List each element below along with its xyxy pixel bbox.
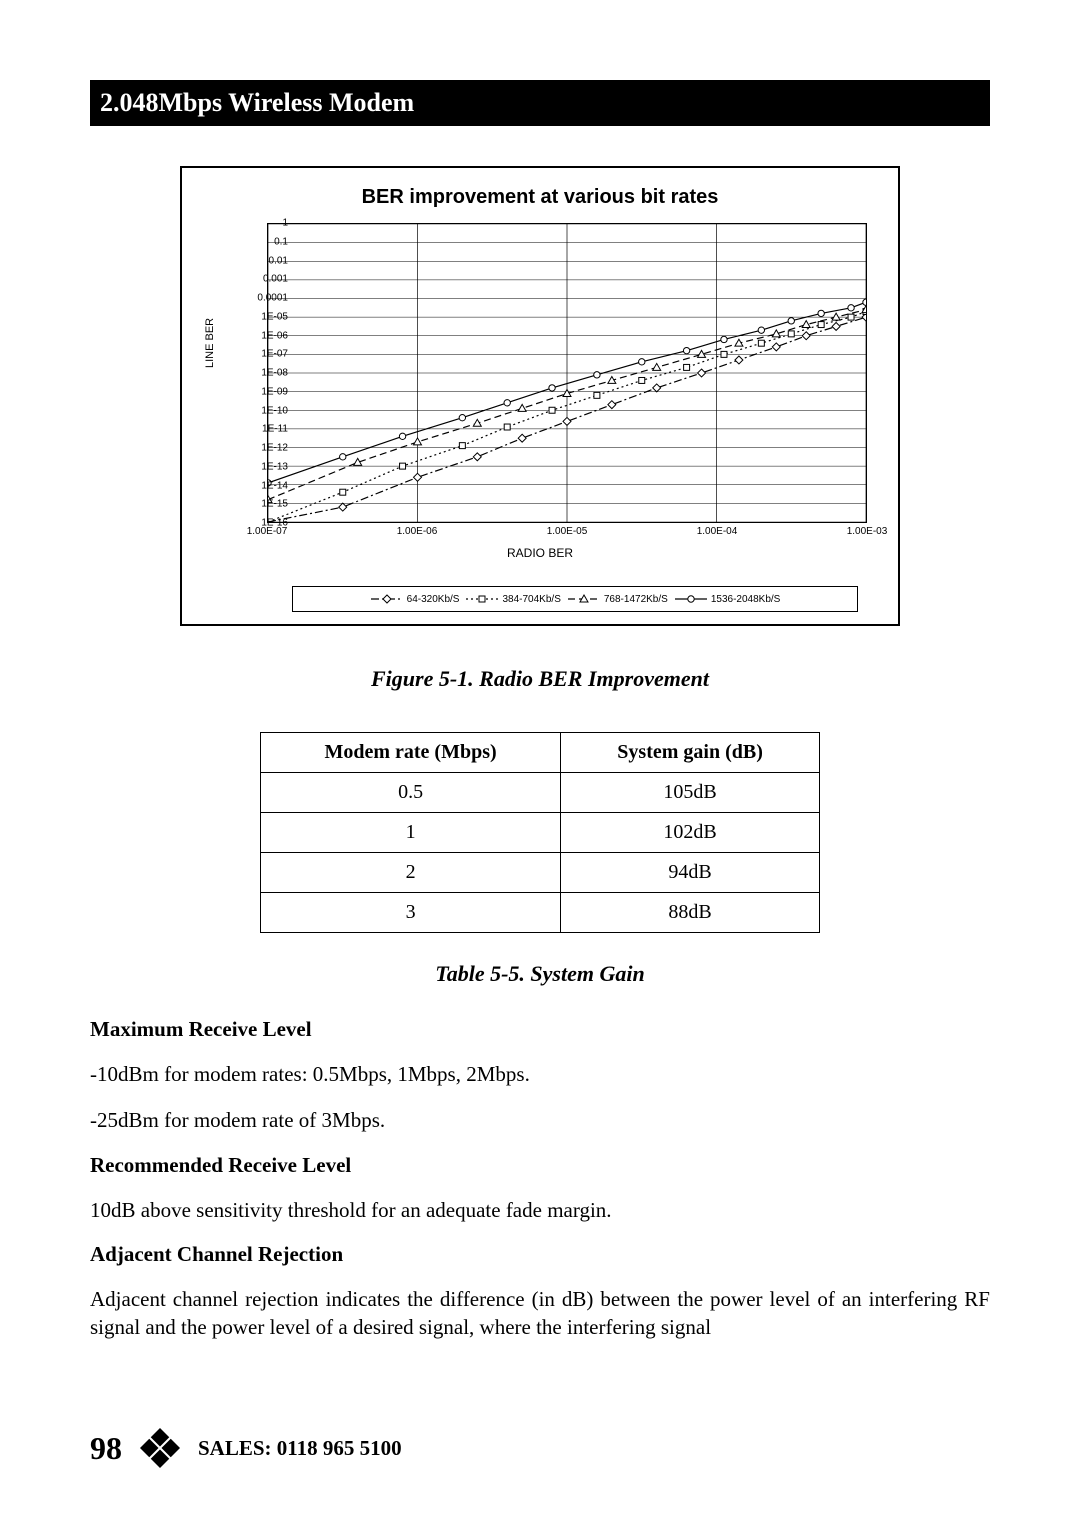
- chart-x-tick: 1.00E-07: [247, 526, 288, 537]
- adj-channel-p1: Adjacent channel rejection indicates the…: [90, 1285, 990, 1342]
- chart-legend: 64-320Kb/S 384-704Kb/S 768-1472Kb/S 1536-20…: [292, 586, 858, 612]
- table-cell: 102dB: [561, 813, 820, 853]
- footer-sales-label: SALES: 0118 965 5100: [198, 1436, 402, 1461]
- legend-label: 1536-2048Kb/S: [711, 594, 781, 605]
- legend-item: 64-320Kb/S: [370, 593, 460, 605]
- chart-title: BER improvement at various bit rates: [202, 186, 878, 209]
- table-cell: 88dB: [561, 893, 820, 933]
- table-row: 0.5105dB: [261, 773, 820, 813]
- document-header: 2.048Mbps Wireless Modem: [90, 80, 990, 126]
- chart-y-tick: 1E-08: [261, 368, 288, 379]
- chart-y-tick: 1E-13: [261, 461, 288, 472]
- chart-y-tick: 1E-07: [261, 349, 288, 360]
- rec-receive-p1: 10dB above sensitivity threshold for an …: [90, 1196, 990, 1224]
- chart-y-tick: 1E-06: [261, 330, 288, 341]
- page-number: 98: [90, 1430, 122, 1467]
- page-footer: 98 SALES: 0118 965 5100: [90, 1426, 402, 1470]
- table-row: 294dB: [261, 853, 820, 893]
- max-receive-p1: -10dBm for modem rates: 0.5Mbps, 1Mbps, …: [90, 1060, 990, 1088]
- table-caption: Table 5-5. System Gain: [90, 961, 990, 987]
- system-gain-table: Modem rate (Mbps)System gain (dB) 0.5105…: [260, 732, 820, 933]
- max-receive-p2: -25dBm for modem rate of 3Mbps.: [90, 1106, 990, 1134]
- table-header-cell: Modem rate (Mbps): [261, 733, 561, 773]
- chart-x-axis-label: RADIO BER: [182, 546, 898, 560]
- legend-item: 384-704Kb/S: [465, 593, 560, 605]
- table-cell: 2: [261, 853, 561, 893]
- max-receive-heading: Maximum Receive Level: [90, 1017, 990, 1042]
- table-cell: 94dB: [561, 853, 820, 893]
- chart-y-axis-label: LINE BER: [204, 318, 216, 368]
- chart-y-tick: 1E-14: [261, 480, 288, 491]
- chart-y-tick: 1E-10: [261, 405, 288, 416]
- chart-y-tick: 1: [282, 218, 288, 229]
- table-cell: 1: [261, 813, 561, 853]
- table-row: 388dB: [261, 893, 820, 933]
- table-cell: 3: [261, 893, 561, 933]
- table-row: 1102dB: [261, 813, 820, 853]
- chart-svg: [268, 224, 866, 522]
- header-title: 2.048Mbps Wireless Modem: [100, 88, 414, 117]
- chart-y-tick: 0.0001: [257, 293, 288, 304]
- chart-x-tick: 1.00E-05: [547, 526, 588, 537]
- table-header-cell: System gain (dB): [561, 733, 820, 773]
- chart-y-tick: 1E-09: [261, 386, 288, 397]
- adj-channel-heading: Adjacent Channel Rejection: [90, 1242, 990, 1267]
- chart-y-tick: 1E-15: [261, 499, 288, 510]
- table-cell: 0.5: [261, 773, 561, 813]
- figure-caption: Figure 5-1. Radio BER Improvement: [90, 666, 990, 692]
- chart-x-tick: 1.00E-06: [397, 526, 438, 537]
- table-cell: 105dB: [561, 773, 820, 813]
- chart-y-tick: 1E-05: [261, 311, 288, 322]
- ber-chart: BER improvement at various bit rates LIN…: [180, 166, 900, 626]
- footer-logo-icon: [138, 1426, 182, 1470]
- legend-label: 384-704Kb/S: [502, 594, 560, 605]
- chart-y-tick: 1E-12: [261, 443, 288, 454]
- chart-y-tick: 0.001: [263, 274, 288, 285]
- chart-y-tick: 0.1: [274, 236, 288, 247]
- chart-x-tick: 1.00E-03: [847, 526, 888, 537]
- chart-plot-area: [267, 223, 867, 523]
- legend-item: 768-1472Kb/S: [567, 593, 668, 605]
- legend-label: 64-320Kb/S: [407, 594, 460, 605]
- chart-y-tick: 0.01: [269, 255, 288, 266]
- chart-x-tick: 1.00E-04: [697, 526, 738, 537]
- rec-receive-heading: Recommended Receive Level: [90, 1153, 990, 1178]
- chart-y-tick: 1E-11: [262, 424, 288, 435]
- legend-item: 1536-2048Kb/S: [674, 593, 781, 605]
- legend-label: 768-1472Kb/S: [604, 594, 668, 605]
